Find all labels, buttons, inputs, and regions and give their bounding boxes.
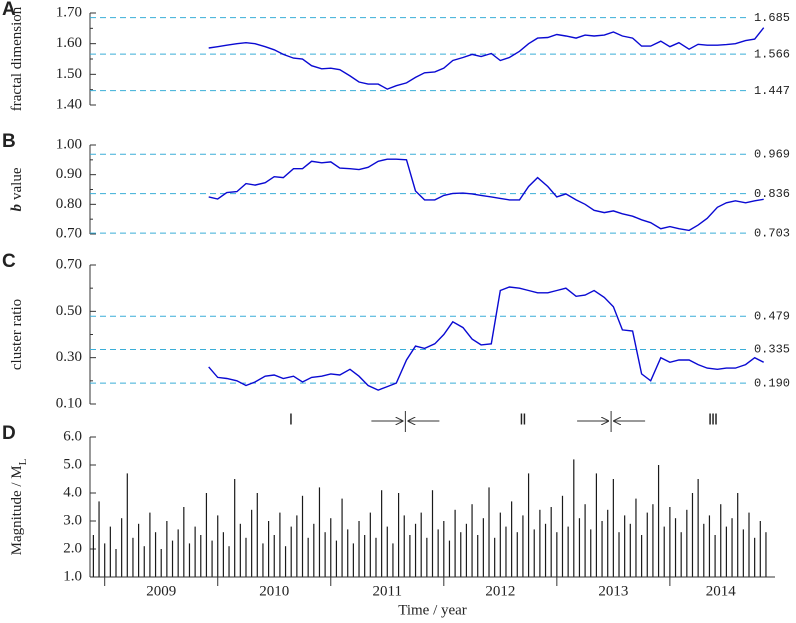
- x-tick-label: 2014: [706, 583, 737, 599]
- y-axis-label-text: fractal dimension: [9, 6, 25, 111]
- reference-label: 0.703: [754, 226, 790, 240]
- series-line: [208, 27, 765, 90]
- panel-letter: A: [2, 0, 16, 20]
- reference-label: 0.335: [754, 343, 790, 357]
- y-axis-label-text: cluster ratio: [9, 299, 25, 370]
- y-tick-label: 0.30: [56, 349, 82, 365]
- y-tick-label: 5.0: [63, 456, 82, 472]
- y-tick-label: 0.50: [56, 303, 82, 319]
- y-tick-label: 0.10: [56, 395, 82, 411]
- x-tick-label: 2013: [598, 583, 628, 599]
- reference-label: 0.190: [754, 376, 790, 390]
- y-tick-label: 0.80: [56, 196, 82, 212]
- panel-letter: B: [2, 131, 16, 152]
- x-tick-label: 2012: [485, 583, 515, 599]
- reference-label: 1.566: [754, 47, 790, 61]
- x-tick-label: 2009: [146, 583, 176, 599]
- y-tick-label: 1.0: [63, 568, 82, 584]
- period-label: Ⅱ: [519, 412, 526, 428]
- y-tick-label: 3.0: [63, 512, 82, 528]
- series-line: [208, 286, 765, 391]
- y-axis-label: fractal dimension: [9, 6, 25, 111]
- period-label: Ⅲ: [708, 412, 718, 428]
- reference-label: 0.836: [754, 187, 790, 201]
- y-tick-label: 4.0: [63, 484, 82, 500]
- panel-letter: D: [2, 423, 16, 444]
- period-label: Ⅰ: [289, 412, 293, 428]
- y-tick-label: 1.70: [56, 4, 82, 20]
- x-tick-label: 2010: [259, 583, 289, 599]
- panel-letter: C: [2, 251, 16, 272]
- y-axis-label: b value: [9, 167, 25, 211]
- y-tick-label: 1.40: [56, 96, 82, 112]
- x-tick-label: 2011: [373, 583, 402, 599]
- y-axis-label-text: value: [9, 167, 25, 200]
- y-tick-label: 6.0: [63, 428, 82, 444]
- reference-label: 0.969: [754, 147, 790, 161]
- reference-label: 0.479: [754, 309, 790, 323]
- series-line: [208, 158, 764, 232]
- y-tick-label: 0.70: [56, 256, 82, 272]
- y-tick-label: 2.0: [63, 540, 82, 556]
- y-axis-label-subscript: L: [17, 458, 29, 465]
- y-tick-label: 1.00: [56, 136, 82, 152]
- y-axis-label: cluster ratio: [9, 299, 25, 370]
- y-tick-label: 0.90: [56, 166, 82, 182]
- y-tick-label: 1.60: [56, 35, 82, 51]
- y-axis-label: Magnitude / ML: [9, 458, 28, 555]
- y-tick-label: 1.50: [56, 66, 82, 82]
- y-tick-label: 0.70: [56, 225, 82, 241]
- reference-label: 1.447: [754, 84, 790, 98]
- x-axis-label: Time / year: [398, 602, 467, 618]
- reference-label: 1.685: [754, 11, 790, 25]
- y-axis-label-text: Magnitude / M: [9, 465, 25, 555]
- y-axis-label-variable: b: [9, 203, 25, 211]
